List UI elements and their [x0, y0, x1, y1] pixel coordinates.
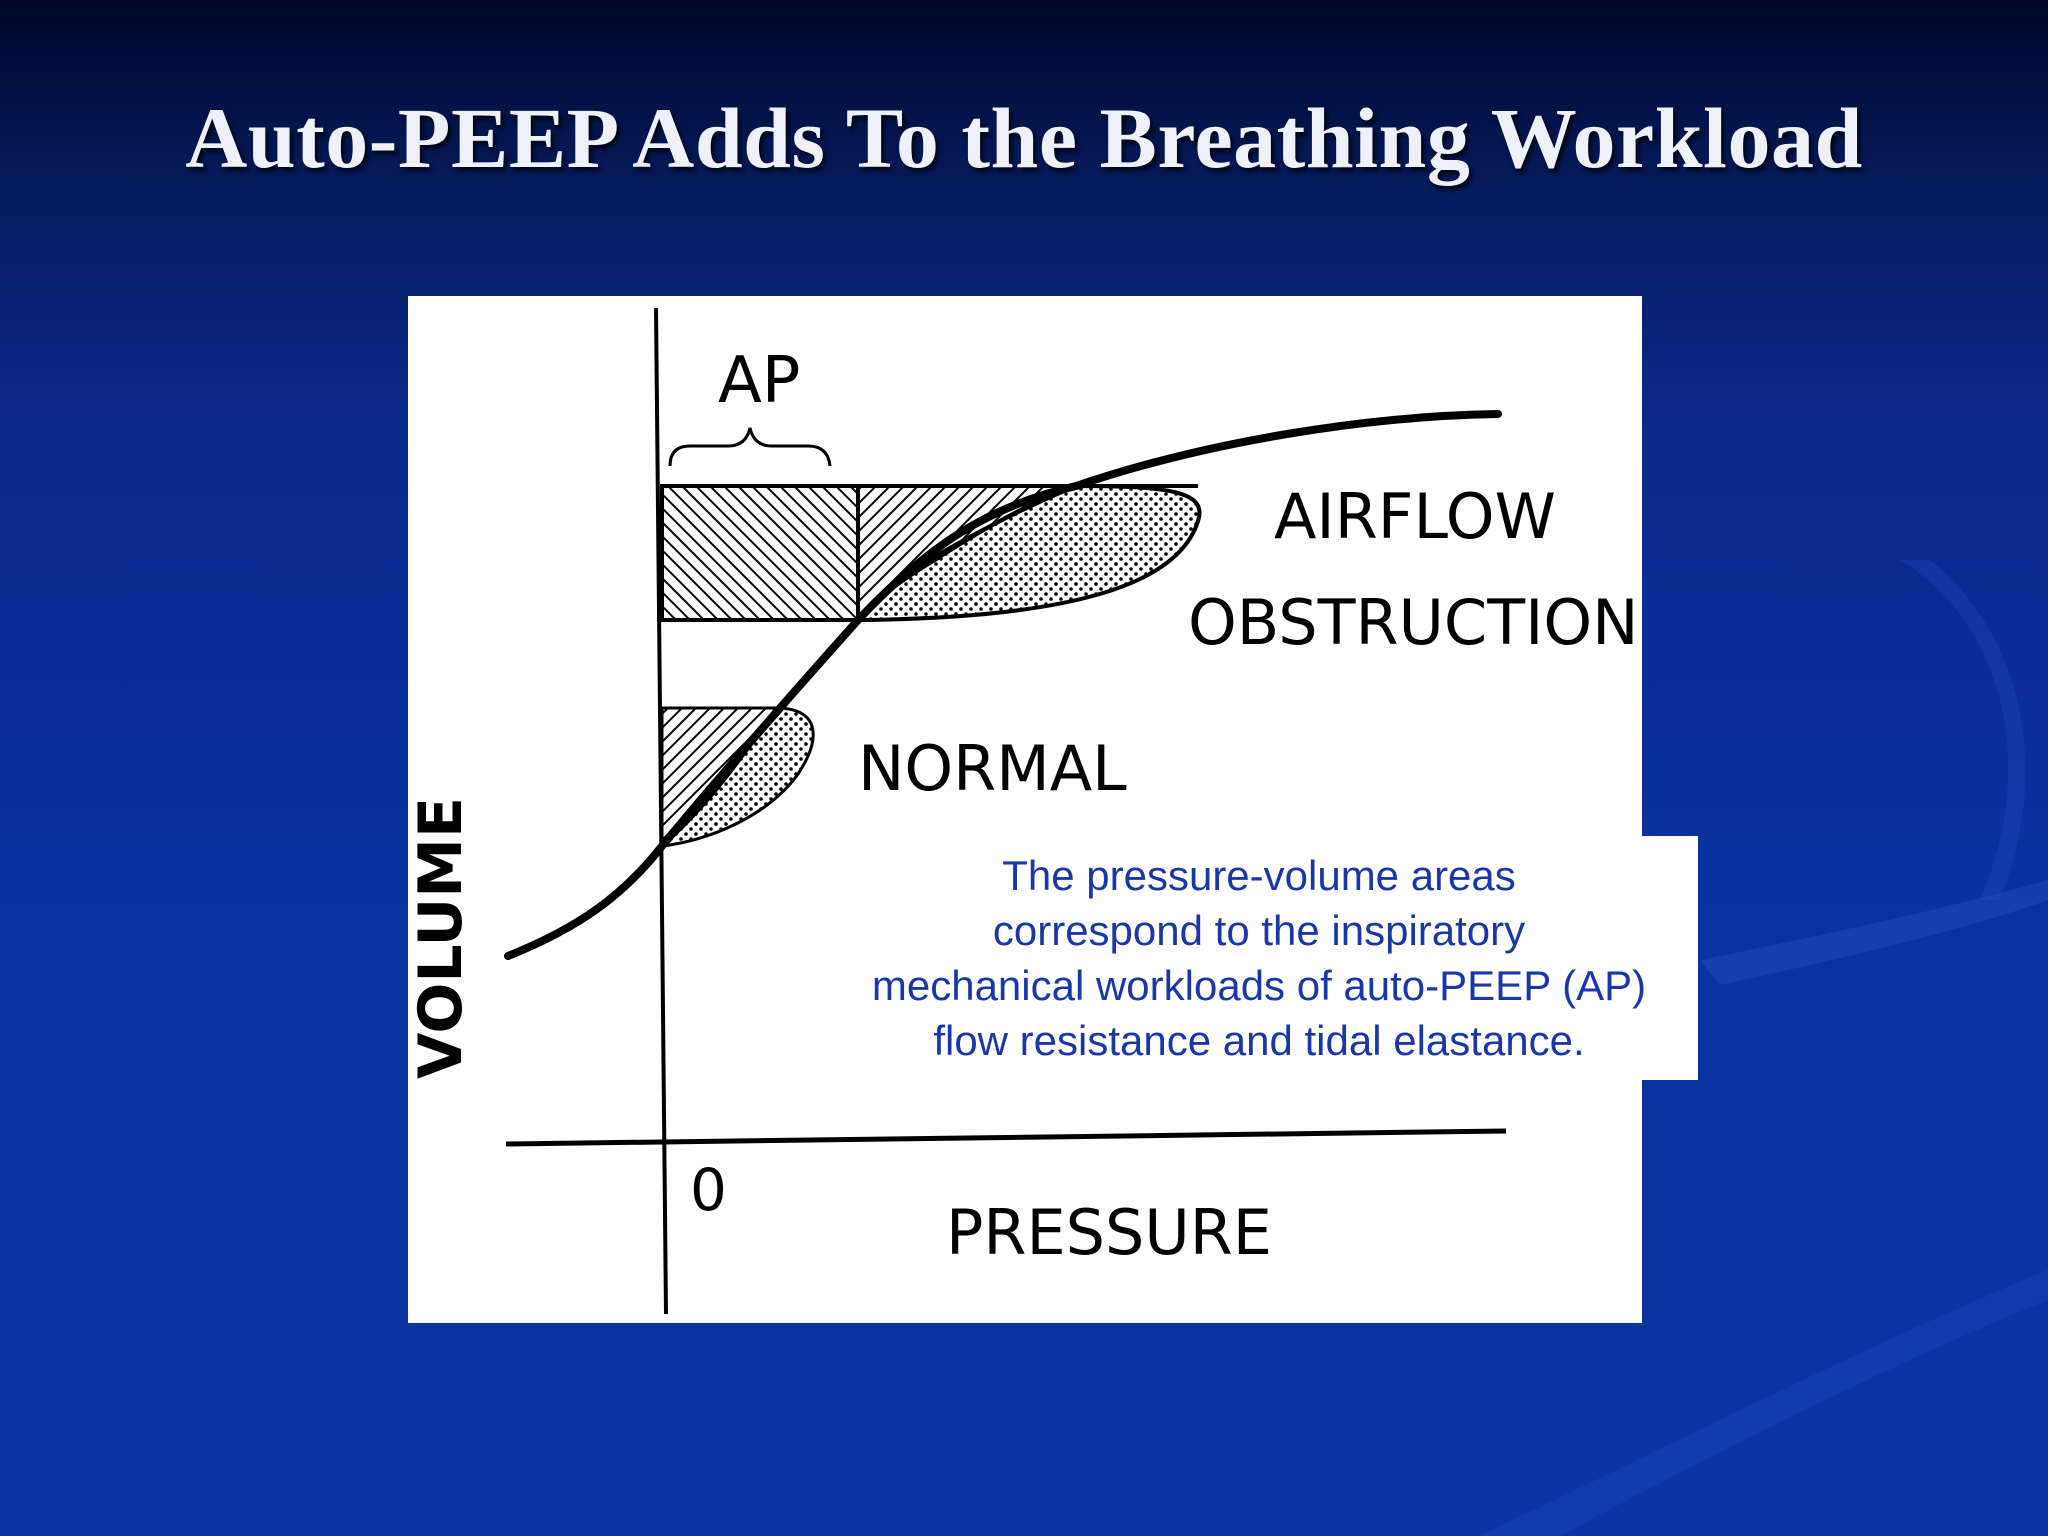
caption-line: mechanical workloads of auto-PEEP (AP) — [871, 962, 1647, 1009]
y-axis-label: VOLUME — [406, 797, 476, 1079]
caption-line: flow resistance and tidal elastance. — [933, 1017, 1585, 1064]
pressure-volume-curve — [504, 410, 1502, 960]
autopeep-area — [660, 484, 860, 622]
ap-bracket — [668, 427, 832, 467]
caption-line: The pressure-volume areas — [1002, 852, 1516, 899]
slide-title: Auto-PEEP Adds To the Breathing Workload — [185, 90, 1863, 186]
normal-resistive-area — [657, 706, 815, 849]
pv-diagram — [504, 307, 1507, 1315]
x-axis-label: PRESSURE — [946, 1196, 1272, 1269]
caption-line: correspond to the inspiratory — [992, 907, 1526, 954]
normal-label: NORMAL — [858, 732, 1127, 805]
pressure-volume-figure: AP AIRFLOW OBSTRUCTION NORMAL 0 PRESSURE… — [406, 296, 1642, 1323]
origin-label: 0 — [690, 1156, 727, 1224]
obstruction-resistive-area — [853, 483, 1202, 623]
airflow-label: AIRFLOW — [1274, 480, 1556, 553]
x-axis — [505, 1128, 1507, 1147]
caption-box: The pressure-volume areas correspond to … — [820, 836, 1698, 1080]
ap-label: AP — [718, 344, 801, 418]
obstruction-label: OBSTRUCTION — [1188, 586, 1639, 659]
